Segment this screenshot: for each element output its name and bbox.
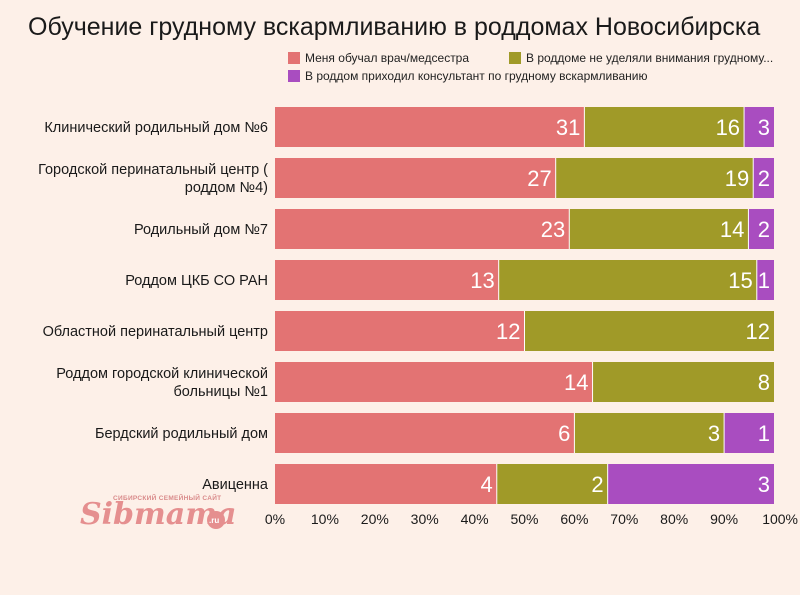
legend-label-2: В роддоме не уделяли внимания грудному..… — [526, 51, 773, 65]
data-label: 15 — [728, 268, 752, 293]
bar-segment — [744, 107, 774, 147]
data-label: 1 — [758, 421, 770, 446]
plot-area: Клинический родильный дом №6 31 16 3Городск… — [38, 107, 798, 527]
logo-tagline: СИБИРСКИЙ СЕМЕЙНЫЙ САЙТ — [113, 493, 221, 502]
category-label: Роддом городской клинической больницы №1 — [56, 366, 268, 400]
legend: Меня обучал врач/медсестра В роддоме не у… — [288, 51, 773, 83]
bar-segment — [275, 260, 499, 300]
x-tick-label: 20% — [361, 511, 389, 527]
x-tick-label: 50% — [510, 511, 538, 527]
data-label: 2 — [758, 166, 770, 191]
category-label: Клинический родильный дом №6 — [44, 120, 268, 136]
data-label: 8 — [758, 370, 770, 395]
data-label: 13 — [470, 268, 494, 293]
bar-segment — [275, 209, 570, 249]
legend-swatch-1 — [288, 52, 300, 64]
data-label: 2 — [758, 217, 770, 242]
bar-segment — [607, 464, 774, 504]
category-label: Областной перинатальный центр — [43, 324, 268, 340]
bar-segment — [753, 158, 774, 198]
data-label: 3 — [758, 472, 770, 497]
bar-segment — [496, 464, 608, 504]
bar-segment — [275, 311, 525, 351]
data-label: 12 — [496, 319, 520, 344]
x-tick-label: 90% — [710, 511, 738, 527]
chart-title: Обучение грудному вскармливанию в роддом… — [28, 13, 760, 41]
category-label: Авиценна — [202, 477, 269, 493]
bar-segment — [592, 362, 774, 402]
data-label: 27 — [527, 166, 551, 191]
x-tick-label: 60% — [560, 511, 588, 527]
data-label: 14 — [564, 370, 588, 395]
data-label: 3 — [708, 421, 720, 446]
bar-segment — [498, 260, 757, 300]
bar-segment — [275, 107, 585, 147]
data-label: 16 — [716, 115, 740, 140]
bar-segment — [524, 311, 774, 351]
data-label: 2 — [591, 472, 603, 497]
bar-segment — [275, 158, 556, 198]
data-label: 6 — [558, 421, 570, 446]
x-tick-label: 30% — [411, 511, 439, 527]
data-label: 12 — [746, 319, 770, 344]
bar-segment — [275, 362, 593, 402]
x-tick-label: 70% — [610, 511, 638, 527]
legend-label-3: В роддом приходил консультант по грудном… — [305, 69, 647, 83]
data-label: 1 — [758, 268, 770, 293]
data-label: 19 — [725, 166, 749, 191]
bar-segment — [724, 413, 774, 453]
legend-swatch-3 — [288, 70, 300, 82]
category-label: Родильный дом №7 — [134, 222, 268, 238]
bar-segment — [275, 413, 575, 453]
category-label: Городской перинатальный центр (роддом №4… — [38, 162, 268, 196]
data-label: 4 — [481, 472, 493, 497]
data-label: 14 — [720, 217, 744, 242]
x-tick-label: 10% — [311, 511, 339, 527]
bar-segment — [756, 260, 774, 300]
data-label: 3 — [758, 115, 770, 140]
bar-segment — [574, 413, 725, 453]
x-tick-label: 40% — [461, 511, 489, 527]
legend-label-1: Меня обучал врач/медсестра — [305, 51, 469, 65]
bar-segment — [555, 158, 754, 198]
data-label: 23 — [541, 217, 565, 242]
bar-segment — [569, 209, 749, 249]
category-label: Роддом ЦКБ СО РАН — [125, 273, 268, 289]
category-label: Бердский родильный дом — [95, 426, 268, 442]
x-tick-label: 100% — [762, 511, 798, 527]
logo-domain: .ru — [209, 516, 219, 525]
data-label: 31 — [556, 115, 580, 140]
bar-segment — [584, 107, 745, 147]
x-tick-label: 80% — [660, 511, 688, 527]
logo-ru-badge — [207, 511, 225, 529]
sibmama-logo: СИБИРСКИЙ СЕМЕЙНЫЙ САЙТ Sibmama .ru — [80, 493, 236, 532]
bar-segment — [275, 464, 497, 504]
x-tick-label: 0% — [265, 511, 285, 527]
bar-segment — [748, 209, 774, 249]
legend-swatch-2 — [509, 52, 521, 64]
